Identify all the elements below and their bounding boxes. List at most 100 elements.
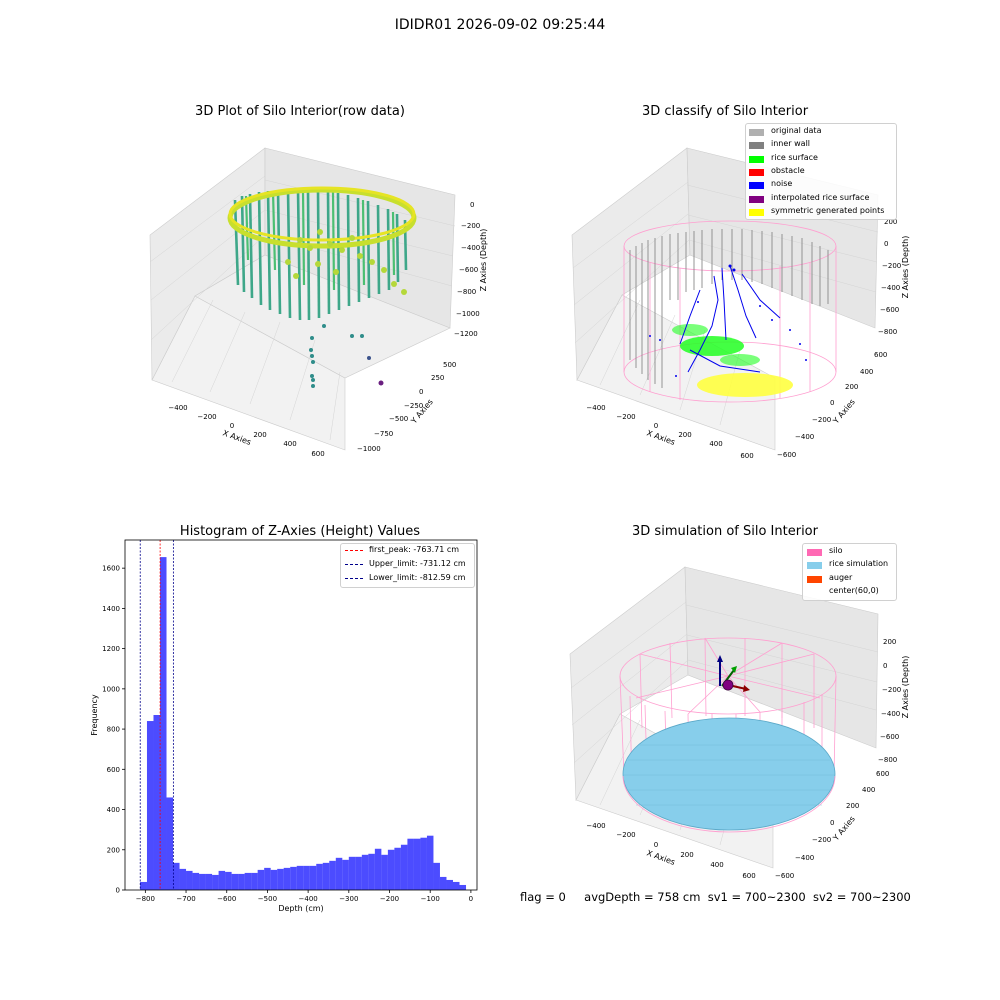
svg-text:600: 600 (311, 450, 324, 458)
y-tick-label: 200 (107, 846, 120, 854)
histogram-bar (407, 838, 414, 890)
histogram-bar (316, 863, 323, 890)
raw-plot-title: 3D Plot of Silo Interior(row data) (195, 104, 405, 119)
histogram-bar (199, 873, 206, 890)
figure-title: IDIDR01 2026-09-02 09:25:44 (394, 17, 606, 33)
x-tick-label: −200 (380, 895, 399, 903)
svg-text:200: 200 (253, 431, 266, 439)
legend-swatch (749, 195, 764, 203)
legend-swatch (807, 562, 822, 570)
histogram-chart: −800 −700 −600 −500 −400 −300 −200 −100 0 0 200 40… (90, 539, 478, 913)
svg-text:−500: −500 (389, 415, 408, 423)
legend-label: first_peak: -763.71 cm (369, 545, 460, 554)
histogram-bar (186, 870, 193, 890)
histogram-bar (413, 838, 421, 890)
x-tick-label: −100 (421, 895, 440, 903)
histogram-bar (459, 884, 467, 890)
svg-text:200: 200 (846, 802, 859, 810)
svg-text:0: 0 (654, 422, 658, 430)
histogram-bar (374, 848, 382, 890)
histogram-bar (166, 797, 174, 890)
histogram-bar (264, 867, 271, 890)
svg-text:400: 400 (283, 440, 296, 448)
histogram-bar (244, 872, 252, 890)
histogram-bar (368, 853, 375, 890)
histogram-bar (309, 865, 317, 890)
svg-text:−400: −400 (461, 244, 480, 252)
legend-label: silo (829, 546, 843, 555)
histogram-bar (231, 873, 239, 890)
y-tick-label: 1000 (102, 685, 120, 693)
svg-text:250: 250 (431, 374, 444, 382)
histogram-bar (387, 849, 395, 890)
svg-text:−1200: −1200 (454, 330, 478, 338)
legend-swatch (749, 182, 764, 190)
svg-text:−600: −600 (880, 306, 899, 314)
histogram-bar (296, 865, 304, 890)
raw-zlabel: Z Axies (Depth) (479, 229, 488, 292)
svg-text:0: 0 (883, 662, 887, 670)
histogram-bar (159, 557, 167, 890)
histogram-bar (225, 871, 232, 890)
svg-text:Y Axies: Y Axies (831, 814, 857, 843)
svg-text:−200: −200 (812, 416, 831, 424)
histogram-bar (290, 866, 297, 890)
svg-text:−250: −250 (404, 402, 423, 410)
raw-3d-plot: −400 −200 0 200 400 600 500 250 0 −250 −… (149, 147, 488, 458)
svg-text:−800: −800 (457, 288, 476, 296)
svg-text:−1000: −1000 (456, 310, 480, 318)
legend-label: inner wall (771, 139, 811, 149)
x-tick-label: 0 (469, 895, 473, 903)
legend-label: rice surface (771, 152, 818, 162)
simulation-plot-title: 3D simulation of Silo Interior (632, 524, 818, 539)
histogram-bar (277, 868, 284, 890)
svg-text:600: 600 (740, 452, 753, 460)
histogram-bar (348, 856, 356, 890)
x-tick-label: −500 (258, 895, 277, 903)
svg-text:400: 400 (860, 368, 873, 376)
histogram-bar (400, 844, 408, 890)
svg-text:0: 0 (830, 819, 834, 827)
histogram-bar (342, 859, 349, 890)
svg-text:Z Axies (Depth): Z Axies (Depth) (901, 236, 910, 299)
svg-text:0: 0 (654, 841, 658, 849)
y-tick-label: 600 (107, 766, 120, 774)
legend-line-sample (345, 550, 363, 551)
svg-text:−200: −200 (812, 836, 831, 844)
histogram-bar (153, 715, 160, 890)
legend-label: obstacle (771, 165, 805, 175)
histogram-bar (238, 873, 245, 890)
legend-label: noise (771, 179, 793, 189)
svg-text:−400: −400 (586, 404, 605, 412)
svg-text:400: 400 (862, 786, 875, 794)
histogram-bar (426, 835, 434, 890)
svg-text:−400: −400 (881, 284, 900, 292)
legend-line-sample (345, 578, 363, 579)
svg-text:200: 200 (680, 851, 693, 859)
legend-swatch (749, 142, 764, 150)
svg-text:400: 400 (709, 440, 722, 448)
svg-text:−600: −600 (777, 451, 796, 459)
legend-line-sample (345, 564, 363, 565)
raw-xlabel: X Axies (221, 428, 252, 447)
histogram-bar (322, 862, 330, 890)
histogram-bar (270, 869, 278, 890)
histogram-bar (257, 869, 265, 890)
legend-label: rice simulation (829, 559, 889, 569)
classify-legend (745, 123, 897, 220)
svg-text:−200: −200 (882, 686, 901, 694)
histogram-bar (335, 857, 343, 890)
svg-text:X Axies: X Axies (645, 428, 676, 447)
svg-text:−200: −200 (461, 222, 480, 230)
histogram-bar (146, 721, 154, 890)
histogram-frame (124, 539, 478, 891)
legend-label: Lower_limit: -812.59 cm (369, 573, 466, 582)
legend-swatch (807, 549, 822, 556)
flag-text: flag = 0 (520, 890, 566, 904)
y-tick-label: 1400 (102, 605, 120, 613)
histogram-title: Histogram of Z-Axies (Height) Values (179, 524, 421, 539)
legend-label: center(60,0) (829, 585, 879, 595)
histogram-bar (303, 865, 310, 890)
y-tick-label: 0 (116, 887, 120, 895)
svg-text:−400: −400 (795, 854, 814, 862)
